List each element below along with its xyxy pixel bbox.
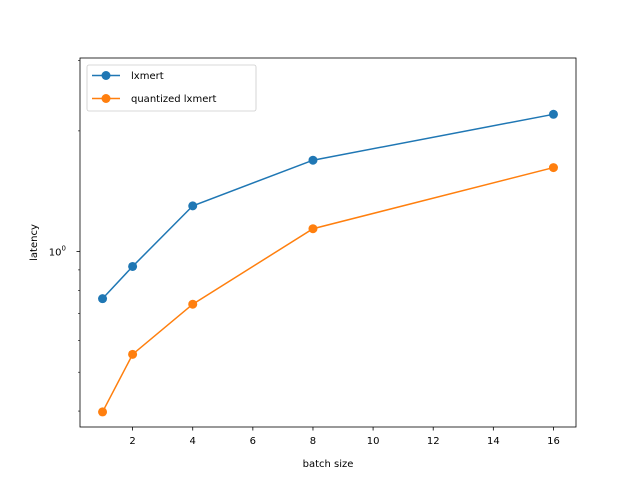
legend-marker-quantized-lxmert: [101, 94, 111, 103]
data-point-quantized-lxmert: [128, 349, 138, 359]
data-point-quantized-lxmert: [188, 299, 198, 309]
plot-frame: [79, 57, 577, 428]
y-axis-label: latency: [29, 224, 40, 261]
series-layer: [98, 109, 558, 417]
legend-label-quantized-lxmert: quantized lxmert: [131, 94, 216, 105]
x-axis-label: batch size: [303, 459, 354, 470]
legend: lxmert quantized lxmert: [86, 64, 257, 112]
data-point-lxmert: [128, 261, 138, 271]
legend-label-lxmert: lxmert: [131, 71, 164, 82]
legend-box: [86, 64, 257, 112]
x-tick-label: 6: [250, 436, 256, 447]
data-point-lxmert: [188, 201, 198, 211]
y-tick-label: 100: [49, 245, 66, 259]
x-tick-label: 16: [547, 436, 560, 447]
data-point-quantized-lxmert: [98, 407, 108, 417]
x-tick-label: 2: [129, 436, 135, 447]
x-tick-label: 12: [427, 436, 440, 447]
x-tick-label: 4: [190, 436, 196, 447]
x-tick-label: 8: [310, 436, 316, 447]
y-axis: 100: [49, 60, 80, 412]
x-tick-label: 14: [487, 436, 500, 447]
data-point-lxmert: [548, 109, 558, 119]
data-point-lxmert: [308, 155, 318, 165]
legend-marker-lxmert: [101, 71, 111, 80]
x-axis: 2 4 6 8 10 12 14 16: [129, 427, 560, 447]
data-point-lxmert: [98, 294, 108, 304]
data-point-quantized-lxmert: [548, 163, 558, 173]
x-tick-label: 10: [367, 436, 380, 447]
data-point-quantized-lxmert: [308, 224, 318, 234]
